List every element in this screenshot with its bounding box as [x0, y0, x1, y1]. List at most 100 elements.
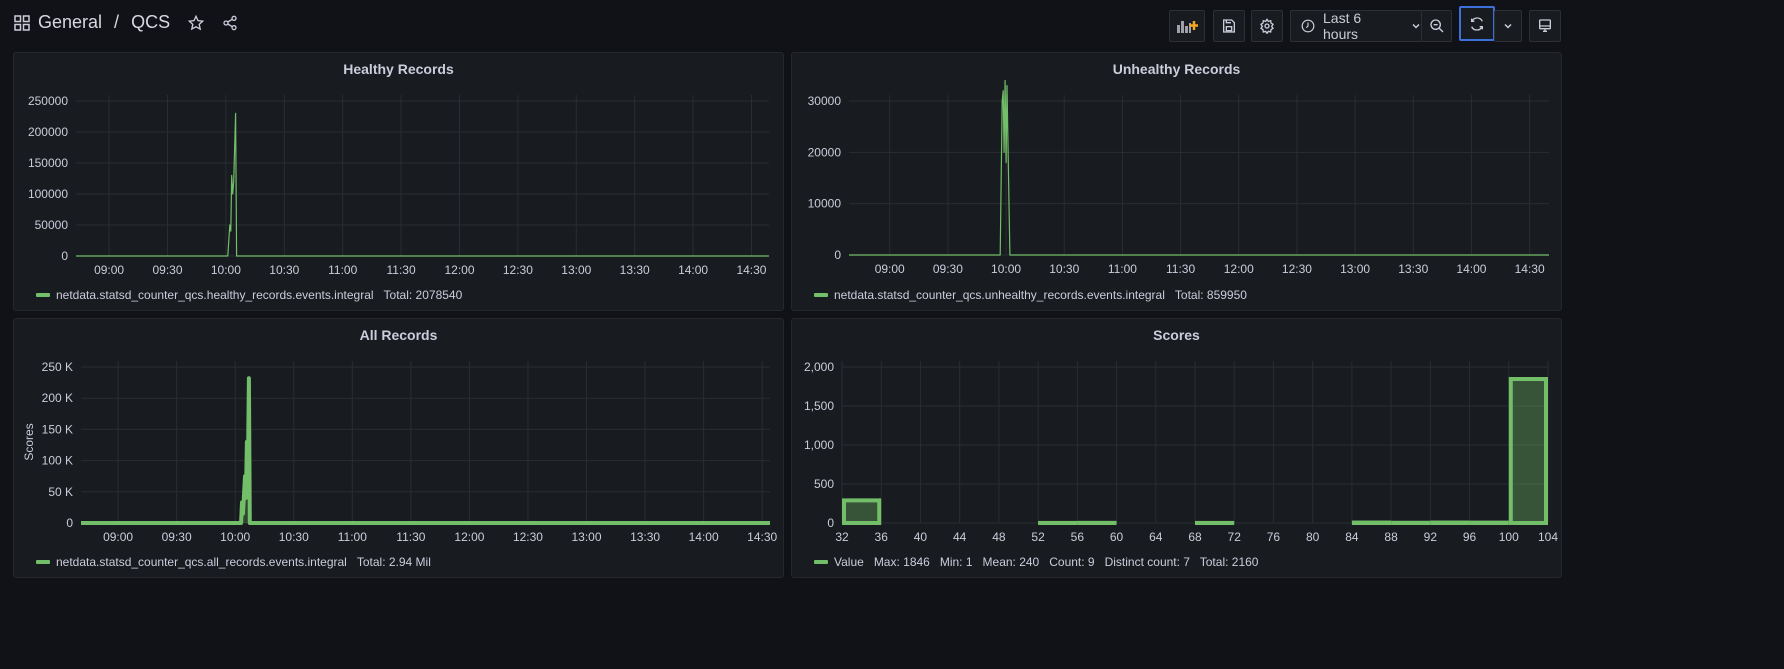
- series-line: [81, 376, 770, 525]
- refresh-interval-dropdown[interactable]: [1494, 10, 1522, 42]
- x-tick-label: 72: [1228, 530, 1242, 544]
- x-tick-label: 40: [914, 530, 928, 544]
- y-tick-label: 200 K: [42, 391, 73, 405]
- legend: netdata.statsd_counter_qcs.healthy_recor…: [36, 288, 462, 302]
- y-tick-label: 250000: [28, 94, 68, 108]
- x-tick-label: 11:30: [1166, 262, 1195, 276]
- y-tick-label: 50 K: [48, 485, 73, 499]
- panel-unhealthy-records: Unhealthy Records 0 10000 20000 30000 09:00 0…: [791, 52, 1562, 311]
- panel-title[interactable]: Unhealthy Records: [1112, 61, 1241, 77]
- x-tick-label: 92: [1424, 530, 1438, 544]
- healthy-records-chart[interactable]: 0 50000 100000 150000 200000 250000 09:00 09:30…: [14, 53, 785, 312]
- share-icon[interactable]: [222, 15, 238, 31]
- x-tick-label: 68: [1188, 530, 1202, 544]
- unhealthy-records-chart[interactable]: 0 10000 20000 30000 09:00 09:30 10:00 10:30 11:0…: [792, 53, 1563, 312]
- x-tick-label: 10:30: [279, 530, 309, 544]
- tv-mode-button[interactable]: [1529, 10, 1561, 42]
- x-tick-label: 96: [1463, 530, 1477, 544]
- add-panel-icon: [1176, 18, 1198, 34]
- y-tick-label: 0: [61, 249, 68, 263]
- y-tick-label: 0: [827, 516, 834, 530]
- panel-title[interactable]: Scores: [1153, 327, 1200, 343]
- zoom-out-icon: [1429, 18, 1445, 34]
- grid-icon[interactable]: [14, 14, 30, 31]
- x-tick-label: 32: [835, 530, 849, 544]
- legend-stats: Max: 1846 Min: 1 Mean: 240 Count: 9 Dist…: [873, 555, 1259, 569]
- save-button[interactable]: [1213, 10, 1245, 42]
- x-tick-label: 12:30: [1282, 262, 1312, 276]
- x-tick-label: 44: [953, 530, 967, 544]
- y-tick-label: 100000: [28, 187, 68, 201]
- x-tick-label: 60: [1110, 530, 1124, 544]
- refresh-button[interactable]: [1459, 6, 1495, 41]
- x-tick-label: 84: [1345, 530, 1359, 544]
- legend-swatch: [814, 560, 828, 564]
- panel-title[interactable]: All Records: [359, 327, 438, 343]
- legend-series[interactable]: netdata.statsd_counter_qcs.healthy_recor…: [56, 288, 374, 302]
- gear-icon: [1259, 18, 1275, 34]
- legend-swatch: [814, 293, 828, 297]
- legend: netdata.statsd_counter_qcs.all_records.e…: [36, 555, 431, 569]
- x-tick-label: 10:00: [991, 262, 1021, 276]
- x-tick-label: 10:00: [220, 530, 250, 544]
- histogram-bar: [842, 498, 882, 526]
- legend: Value Max: 1846 Min: 1 Mean: 240 Count: 9…: [814, 555, 1258, 569]
- y-tick-label: 10000: [808, 197, 842, 211]
- y-tick-label: 2,000: [804, 360, 834, 374]
- legend-total: Total: 2.94 Mil: [356, 555, 431, 569]
- legend-total: Total: 859950: [1174, 288, 1247, 302]
- y-tick-label: 100 K: [42, 454, 73, 468]
- breadcrumb: General / QCS: [14, 12, 238, 33]
- breadcrumb-folder[interactable]: General: [38, 12, 103, 32]
- zoom-out-button[interactable]: [1421, 10, 1452, 42]
- legend-total: Total: 2078540: [383, 288, 463, 302]
- add-panel-button[interactable]: [1169, 10, 1205, 42]
- x-tick-label: 13:00: [572, 530, 602, 544]
- x-tick-label: 11:30: [396, 530, 425, 544]
- breadcrumb-separator: /: [114, 12, 120, 32]
- x-tick-label: 76: [1267, 530, 1281, 544]
- y-tick-label: 250 K: [42, 360, 73, 374]
- x-tick-label: 11:00: [1108, 262, 1137, 276]
- x-tick-label: 09:30: [162, 530, 192, 544]
- x-tick-label: 100: [1499, 530, 1519, 544]
- x-tick-label: 36: [875, 530, 889, 544]
- x-tick-label: 13:00: [1340, 262, 1370, 276]
- x-tick-label: 14:30: [747, 530, 777, 544]
- legend-swatch: [36, 560, 50, 564]
- x-tick-label: 09:00: [875, 262, 905, 276]
- x-tick-label: 12:00: [1224, 262, 1254, 276]
- panel-all-records: All Records 0 50 K 100 K 150 K 200 K 250 K 09:…: [13, 318, 784, 578]
- legend-series[interactable]: netdata.statsd_counter_qcs.all_records.e…: [56, 555, 347, 569]
- x-tick-label: 13:00: [561, 263, 591, 277]
- x-tick-label: 14:00: [678, 263, 708, 277]
- legend-series[interactable]: Value: [834, 555, 864, 569]
- histogram-bar: [1508, 377, 1548, 526]
- x-tick-label: 80: [1306, 530, 1320, 544]
- x-tick-label: 52: [1031, 530, 1045, 544]
- y-axis-label: Scores: [22, 423, 36, 460]
- x-tick-label: 09:30: [152, 263, 182, 277]
- x-tick-label: 10:30: [269, 263, 299, 277]
- series-area: [81, 378, 770, 523]
- x-tick-label: 12:30: [503, 263, 533, 277]
- settings-button[interactable]: [1251, 10, 1283, 42]
- scores-histogram[interactable]: 0 500 1,000 1,500 2,000 32 36 40 44 48 52 56 60 64 68 7…: [792, 319, 1563, 579]
- panel-healthy-records: Healthy Records 0 50000 100000 150000 200000…: [13, 52, 784, 311]
- all-records-chart[interactable]: 0 50 K 100 K 150 K 200 K 250 K 09:00 09:30 10:00…: [14, 319, 785, 579]
- panel-title[interactable]: Healthy Records: [343, 61, 454, 77]
- y-tick-label: 0: [66, 516, 73, 530]
- chevron-down-icon: [1503, 21, 1513, 31]
- y-tick-label: 20000: [808, 145, 842, 159]
- y-tick-label: 30000: [808, 94, 842, 108]
- y-tick-label: 150 K: [42, 422, 73, 436]
- x-tick-label: 10:00: [211, 263, 241, 277]
- breadcrumb-dashboard[interactable]: QCS: [131, 12, 171, 32]
- chevron-down-icon: [1411, 21, 1421, 31]
- legend-series[interactable]: netdata.statsd_counter_qcs.unhealthy_rec…: [834, 288, 1165, 302]
- y-tick-label: 1,500: [804, 399, 834, 413]
- time-range-picker[interactable]: Last 6 hours: [1290, 10, 1422, 42]
- x-tick-label: 09:00: [103, 530, 133, 544]
- star-icon[interactable]: [188, 14, 205, 31]
- legend-swatch: [36, 293, 50, 297]
